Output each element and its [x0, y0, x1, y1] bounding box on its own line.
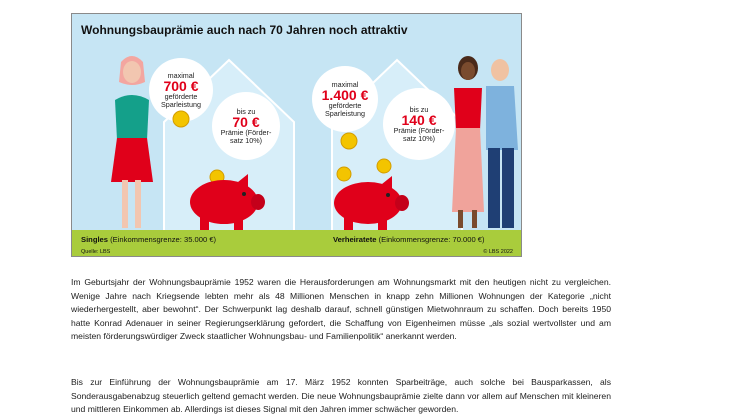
infographic: Wohnungsbauprämie auch nach 70 Jahren no…: [71, 13, 522, 257]
article-paragraph-1: Im Geburtsjahr der Wohnungsbauprämie 195…: [71, 277, 611, 342]
article-text-2: Bis zur Einführung der Wohnungsbauprämie…: [71, 376, 611, 417]
copyright-note: © LBS 2022: [483, 249, 513, 255]
piggy-bank-icon: [334, 176, 409, 230]
infographic-title: Wohnungsbauprämie auch nach 70 Jahren no…: [81, 23, 408, 37]
bonus-bubble-single: bis zu 70 € Prämie (Förder- satz 10%): [212, 92, 280, 160]
article-paragraph-2: Bis zur Einführung der Wohnungsbauprämie…: [71, 377, 611, 415]
max-savings-bubble-married: maximal 1.400 € geförderte Sparleistung: [312, 66, 378, 132]
couple-icon: [452, 56, 518, 228]
coin-icon: [376, 158, 392, 174]
source-note: Quelle: LBS: [81, 249, 111, 255]
article-text: Im Geburtsjahr der Wohnungsbauprämie 195…: [71, 276, 611, 344]
piggy-bank-icon: [190, 174, 265, 230]
grass-strip: [72, 230, 521, 256]
coin-icon: [336, 166, 352, 182]
woman-icon: [111, 56, 153, 228]
max-savings-bubble-single: maximal 700 € geförderte Sparleistung: [149, 58, 213, 122]
coin-icon: [340, 132, 358, 150]
coin-icon: [172, 110, 190, 128]
bonus-bubble-married: bis zu 140 € Prämie (Förder- satz 10%): [383, 88, 455, 160]
married-group-label: Verheiratete (Einkommensgrenze: 70.000 €…: [333, 235, 485, 244]
single-group-label: Singles (Einkommensgrenze: 35.000 €): [81, 235, 217, 244]
